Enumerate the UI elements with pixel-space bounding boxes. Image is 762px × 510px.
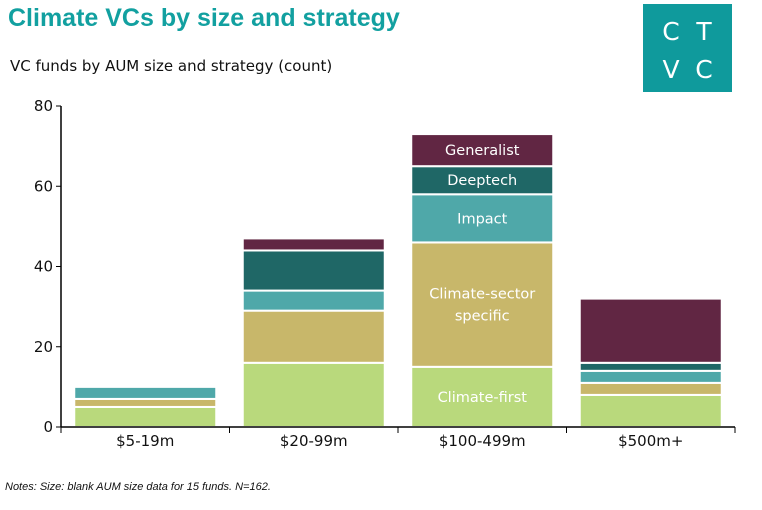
bar-segment <box>73 397 218 408</box>
chart-notes: Notes: Size: blank AUM size data for 15 … <box>5 481 271 493</box>
logo-letter: C <box>662 17 680 46</box>
segment-label: Climate-sector <box>429 287 535 303</box>
logo-letter: C <box>695 55 713 84</box>
logo-letter: V <box>662 55 680 84</box>
segment-label: Generalist <box>445 143 520 159</box>
bar-segment <box>73 385 218 400</box>
x-tick-label: $5-19m <box>116 432 174 450</box>
x-tick-label: $500m+ <box>618 432 683 450</box>
y-tick-label: 40 <box>34 258 53 276</box>
bar-segment <box>241 237 386 252</box>
bar-segment <box>578 393 723 428</box>
y-tick-label: 0 <box>43 418 53 436</box>
y-tick-label: 20 <box>34 338 53 356</box>
bar-segment <box>241 289 386 312</box>
chart-subtitle: VC funds by AUM size and strategy (count… <box>10 57 333 75</box>
bar-segment <box>578 381 723 396</box>
segment-label: Impact <box>457 211 507 227</box>
segment-label: specific <box>455 309 510 325</box>
y-tick-label: 60 <box>34 177 53 195</box>
ctvc-logo: C T V C <box>643 4 732 92</box>
logo-letter: T <box>696 17 712 46</box>
chart-title: Climate VCs by size and strategy <box>8 4 400 32</box>
bar-segment <box>73 405 218 428</box>
y-tick-label: 80 <box>34 97 53 115</box>
bar-segment <box>578 297 723 364</box>
bar-segment <box>578 361 723 372</box>
bar-segment <box>578 369 723 384</box>
bar-segment <box>410 133 555 168</box>
segment-label: Climate-first <box>438 390 528 406</box>
bar-segment <box>241 249 386 292</box>
bar-segment <box>241 309 386 364</box>
bar-segment <box>241 361 386 428</box>
x-tick-label: $20-99m <box>280 432 348 450</box>
bar-segment <box>410 241 555 368</box>
x-tick-label: $100-499m <box>439 432 526 450</box>
segment-label: Deeptech <box>447 173 517 189</box>
